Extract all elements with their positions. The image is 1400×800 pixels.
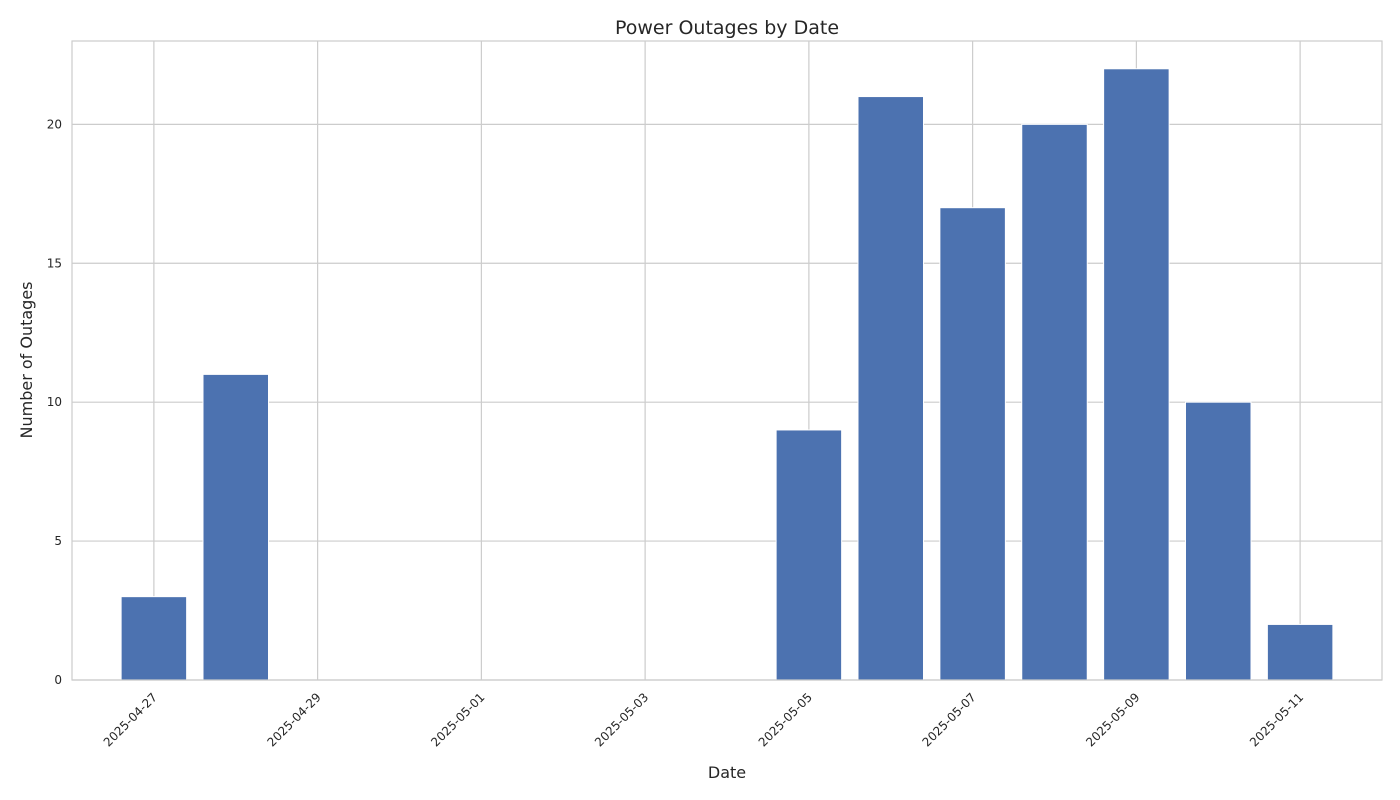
bar-2025-04-27 <box>120 596 188 681</box>
y-axis-label: Number of Outages <box>17 281 36 438</box>
bar-2025-05-07 <box>939 207 1006 681</box>
chart-title: Power Outages by Date <box>615 17 839 39</box>
y-tick-label: 20 <box>47 117 62 131</box>
x-axis-label: Date <box>708 763 746 782</box>
bar-2025-05-09 <box>1103 68 1170 681</box>
bar-2025-05-10 <box>1185 401 1252 681</box>
bar-2025-05-05 <box>775 429 843 681</box>
y-tick-label: 10 <box>47 395 62 409</box>
y-tick-label: 15 <box>47 256 62 270</box>
x-tick-label: 2025-04-27 <box>101 690 160 749</box>
x-tick-label: 2025-05-11 <box>1247 690 1306 749</box>
bar-2025-04-28 <box>202 373 269 681</box>
bars <box>120 68 1334 681</box>
x-tick-label: 2025-05-07 <box>920 690 979 749</box>
x-tick-label: 2025-05-05 <box>756 690 815 749</box>
x-tick-label: 2025-04-29 <box>265 690 324 749</box>
x-tick-label: 2025-05-01 <box>428 690 487 749</box>
y-tick-label: 0 <box>54 673 62 687</box>
x-tick-label: 2025-05-03 <box>592 690 651 749</box>
bar-2025-05-11 <box>1266 623 1334 681</box>
x-tick-labels: 2025-04-27 2025-04-29 2025-05-01 2025-05-03… <box>101 690 1306 749</box>
plot-frame <box>71 40 1383 681</box>
y-tick-label: 5 <box>54 534 62 548</box>
x-tick-label: 2025-05-09 <box>1083 690 1142 749</box>
y-tick-labels: 0 5 10 15 20 <box>47 117 62 687</box>
bar-2025-05-08 <box>1021 123 1088 681</box>
bar-2025-05-06 <box>857 96 924 681</box>
